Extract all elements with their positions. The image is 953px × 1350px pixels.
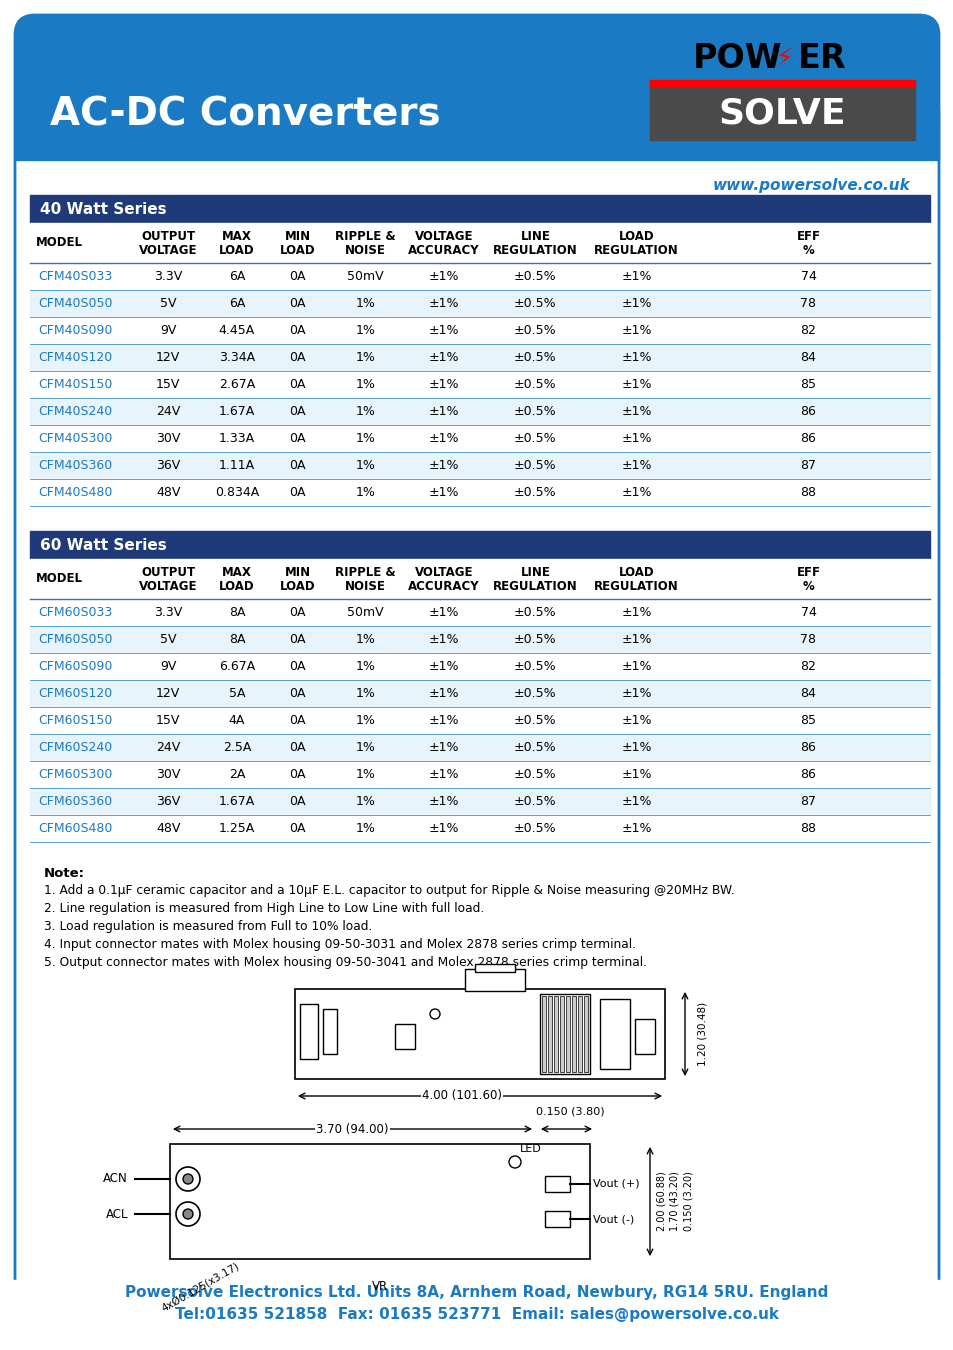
Text: ±1%: ±1% — [620, 714, 651, 728]
Text: 5A: 5A — [229, 687, 245, 701]
Text: CFM40S033: CFM40S033 — [38, 270, 112, 284]
Bar — [30, 599, 929, 626]
Text: 85: 85 — [800, 378, 816, 392]
Bar — [30, 761, 929, 788]
Text: 1%: 1% — [355, 297, 375, 310]
Text: 24V: 24V — [156, 741, 180, 755]
Text: CFM40S240: CFM40S240 — [38, 405, 112, 418]
Bar — [0, 1280, 953, 1350]
Bar — [30, 707, 929, 734]
Text: 87: 87 — [800, 459, 816, 472]
Text: CFM40S120: CFM40S120 — [38, 351, 112, 364]
Text: 3.34A: 3.34A — [218, 351, 254, 364]
Text: ±1%: ±1% — [428, 606, 458, 620]
Text: ±1%: ±1% — [428, 768, 458, 782]
Text: 36V: 36V — [156, 459, 180, 472]
Text: ±0.5%: ±0.5% — [514, 795, 557, 809]
Text: 1%: 1% — [355, 768, 375, 782]
Text: 1.33A: 1.33A — [218, 432, 254, 446]
Circle shape — [175, 1166, 200, 1191]
Bar — [539, 994, 589, 1075]
Text: ±1%: ±1% — [428, 741, 458, 755]
Text: REGULATION: REGULATION — [594, 579, 679, 593]
Text: NOISE: NOISE — [344, 579, 385, 593]
Text: CFM60S360: CFM60S360 — [38, 795, 112, 809]
Text: 8A: 8A — [229, 633, 245, 647]
Text: 74: 74 — [800, 606, 816, 620]
Text: MAX: MAX — [222, 230, 252, 243]
Text: 5V: 5V — [160, 297, 176, 310]
Text: 6A: 6A — [229, 297, 245, 310]
Text: 30V: 30V — [155, 768, 180, 782]
Text: Vout (-): Vout (-) — [593, 1214, 634, 1224]
Text: ±0.5%: ±0.5% — [514, 405, 557, 418]
Text: 4xØ0.125(x3.17): 4xØ0.125(x3.17) — [160, 1261, 241, 1314]
Text: 15V: 15V — [155, 378, 180, 392]
Text: 5V: 5V — [160, 633, 176, 647]
Text: 1%: 1% — [355, 486, 375, 500]
Text: REGULATION: REGULATION — [493, 579, 578, 593]
Text: 1%: 1% — [355, 741, 375, 755]
Text: 82: 82 — [800, 660, 816, 674]
Text: ±1%: ±1% — [428, 486, 458, 500]
Bar — [30, 398, 929, 425]
Circle shape — [509, 1156, 520, 1168]
Text: 1. Add a 0.1μF ceramic capacitor and a 10μF E.L. capacitor to output for Ripple : 1. Add a 0.1μF ceramic capacitor and a 1… — [44, 884, 734, 896]
Text: 48V: 48V — [155, 822, 180, 836]
Text: RIPPLE &: RIPPLE & — [335, 566, 395, 579]
Bar — [649, 30, 914, 88]
Text: 0A: 0A — [289, 324, 306, 338]
Text: 1%: 1% — [355, 405, 375, 418]
Text: 1%: 1% — [355, 795, 375, 809]
Text: 60 Watt Series: 60 Watt Series — [40, 537, 167, 552]
Text: CFM40S150: CFM40S150 — [38, 378, 112, 392]
Text: 78: 78 — [800, 297, 816, 310]
Text: 50mV: 50mV — [347, 606, 383, 620]
Bar — [30, 344, 929, 371]
Text: 4.00 (101.60): 4.00 (101.60) — [421, 1089, 501, 1103]
Text: CFM40S360: CFM40S360 — [38, 459, 112, 472]
Bar — [30, 734, 929, 761]
Text: 1%: 1% — [355, 633, 375, 647]
Text: 0A: 0A — [289, 741, 306, 755]
Text: 1%: 1% — [355, 378, 375, 392]
Text: 78: 78 — [800, 633, 816, 647]
Bar — [30, 317, 929, 344]
Bar — [565, 996, 569, 1072]
Text: 2.00 (60.88)
1.70 (43.20)
0.150 (3.20): 2.00 (60.88) 1.70 (43.20) 0.150 (3.20) — [656, 1172, 693, 1231]
Text: ±1%: ±1% — [620, 822, 651, 836]
Bar — [635, 1019, 655, 1054]
Bar — [547, 996, 552, 1072]
Bar — [464, 969, 524, 991]
Text: 1%: 1% — [355, 660, 375, 674]
Bar — [323, 1008, 336, 1054]
Text: LINE: LINE — [520, 230, 550, 243]
Text: 0A: 0A — [289, 660, 306, 674]
Text: 48V: 48V — [155, 486, 180, 500]
Text: 1.20 (30.48): 1.20 (30.48) — [698, 1002, 707, 1066]
Text: ±1%: ±1% — [620, 270, 651, 284]
Circle shape — [183, 1210, 193, 1219]
Text: 86: 86 — [800, 405, 816, 418]
Text: LOAD: LOAD — [219, 243, 254, 256]
Text: ±1%: ±1% — [620, 486, 651, 500]
Text: 85: 85 — [800, 714, 816, 728]
Bar — [30, 371, 929, 398]
Text: 0A: 0A — [289, 714, 306, 728]
Text: ±1%: ±1% — [620, 687, 651, 701]
Bar — [30, 479, 929, 506]
Text: 0A: 0A — [289, 486, 306, 500]
Text: CFM40S480: CFM40S480 — [38, 486, 112, 500]
Bar — [15, 109, 938, 161]
Text: ±0.5%: ±0.5% — [514, 459, 557, 472]
Bar — [583, 996, 587, 1072]
Text: ±1%: ±1% — [428, 432, 458, 446]
Text: 1.25A: 1.25A — [218, 822, 254, 836]
Text: 36V: 36V — [156, 795, 180, 809]
Bar — [395, 1025, 415, 1049]
Bar — [554, 996, 558, 1072]
Text: ±1%: ±1% — [428, 714, 458, 728]
FancyBboxPatch shape — [15, 15, 938, 1324]
Text: 1%: 1% — [355, 714, 375, 728]
Text: ±0.5%: ±0.5% — [514, 633, 557, 647]
